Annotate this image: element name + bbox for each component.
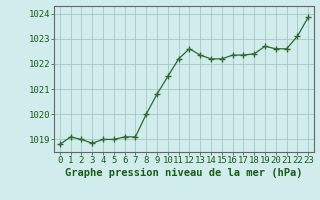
- X-axis label: Graphe pression niveau de la mer (hPa): Graphe pression niveau de la mer (hPa): [65, 168, 303, 178]
